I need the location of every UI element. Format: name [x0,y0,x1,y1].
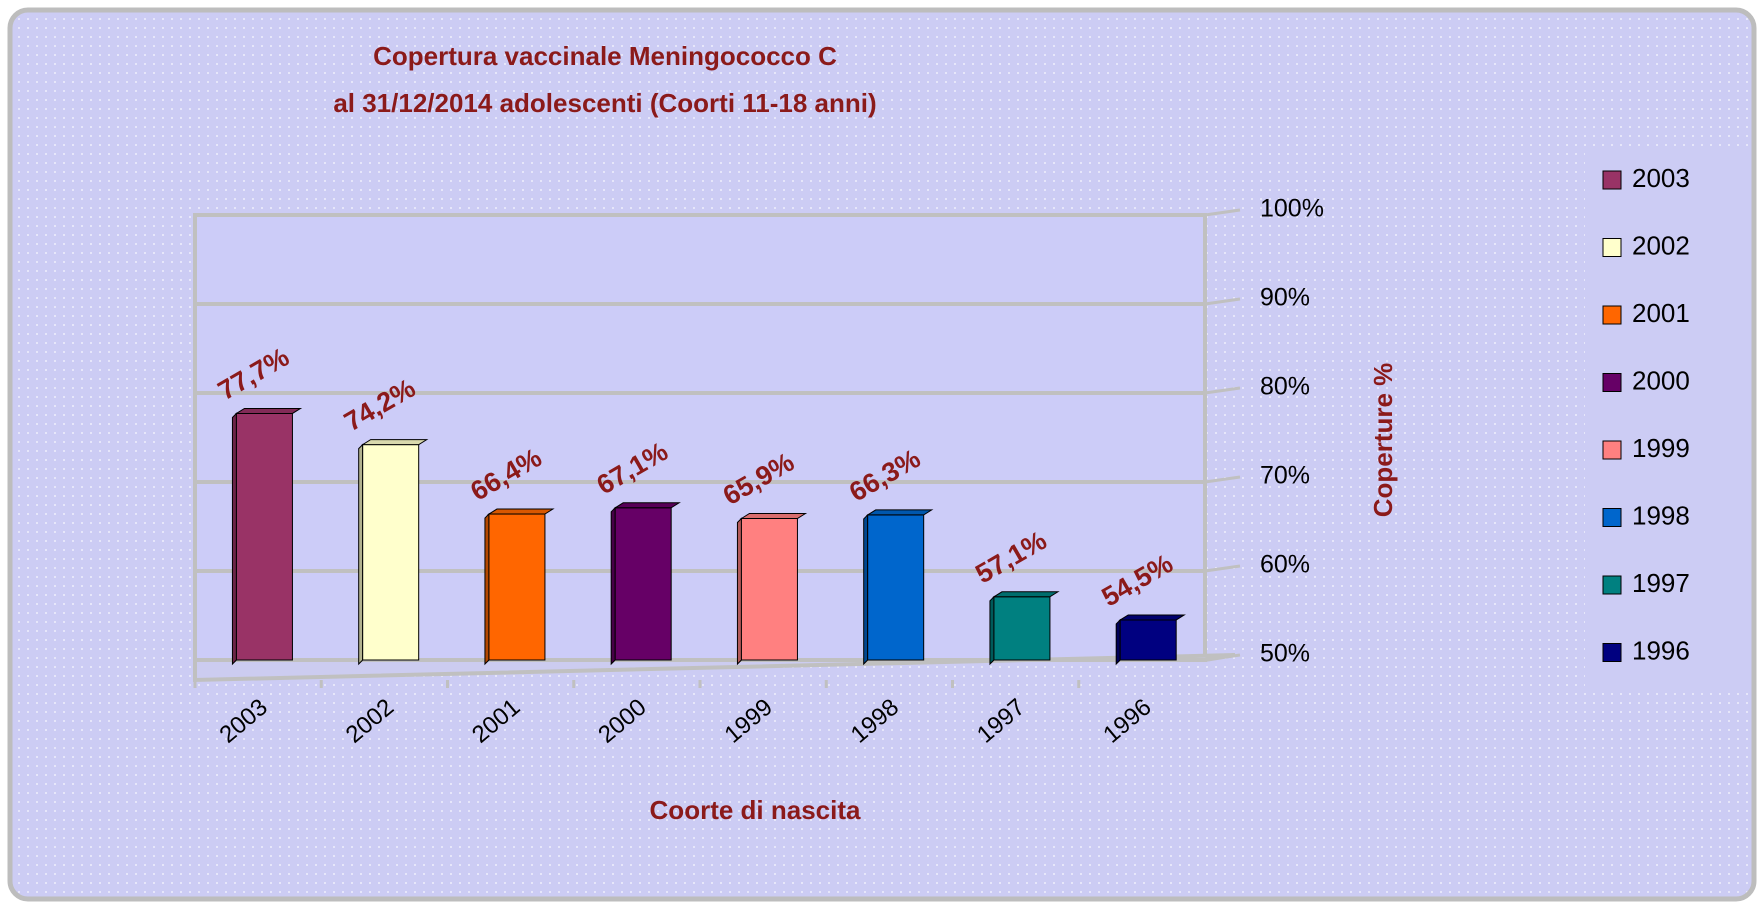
bar-side [484,512,490,666]
legend-swatch [1602,440,1622,460]
bar-top [865,509,934,516]
bar [1119,619,1177,661]
legend-swatch [1602,305,1622,325]
y-tick [1204,208,1241,217]
bar-side [610,506,616,666]
bar-top [739,512,808,519]
legend-label: 1998 [1632,500,1690,530]
bar-top [360,439,429,446]
legend-label: 1997 [1632,568,1690,598]
legend-label: 1996 [1632,635,1690,665]
bar-top [992,591,1060,598]
y-tick-label: 100% [1260,195,1324,223]
legend-label: 2000 [1632,365,1690,395]
bar [740,517,798,661]
legend-swatch [1602,373,1622,392]
legend-swatch [1602,170,1622,190]
bar-side [863,513,869,666]
bar [488,513,546,661]
legend-swatch [1602,575,1622,595]
bar [867,514,925,661]
legend-label: 1999 [1632,433,1690,463]
y-tick-label: 60% [1260,551,1310,579]
bar-top [487,508,555,515]
legend-label: 2002 [1632,230,1690,260]
y-tick-label: 80% [1260,373,1310,401]
y-tick [1204,475,1241,484]
chart-subtitle: al 31/12/2014 adolescenti (Coorti 11-18 … [333,88,876,118]
bar-top [234,407,303,414]
y-tick [1204,386,1241,395]
bar [993,596,1051,661]
y-tick [1204,564,1241,573]
bar-side [989,595,995,666]
y-tick-label: 90% [1260,284,1310,312]
y-tick-label: 50% [1260,640,1310,668]
legend-swatch [1602,643,1622,662]
legend-label: 2001 [1632,298,1690,328]
bar [362,444,420,661]
y-tick [1204,653,1241,662]
bar-top [1118,614,1186,621]
y-tick [1204,297,1241,306]
legend-label: 2003 [1632,163,1690,193]
legend-swatch [1602,238,1622,257]
x-axis-title: Coorte di nascita [650,795,861,825]
y-tick-label: 70% [1260,462,1310,490]
bar [235,412,293,661]
bar-side [1115,618,1121,666]
y-axis-title: Coperture % [1368,363,1398,518]
bar-side [358,443,364,666]
bar-side [231,412,237,666]
bar-side [736,517,742,666]
chart-title: Copertura vaccinale Meningococco C [373,41,837,71]
legend-swatch [1602,508,1622,527]
bar-top [613,502,681,509]
bar [614,507,672,661]
